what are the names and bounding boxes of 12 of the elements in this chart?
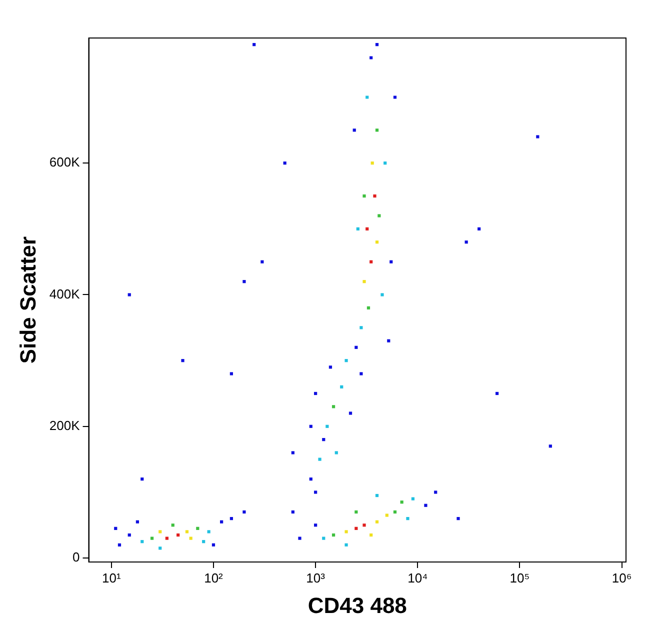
- x-tick-label: 10⁶: [612, 570, 632, 586]
- x-tick-label: 10¹: [102, 570, 122, 586]
- y-tick-label: 600K: [49, 154, 80, 170]
- x-tick-label: 10³: [306, 570, 326, 586]
- x-tick-label: 10²: [204, 570, 224, 586]
- x-tick-label: 10⁵: [510, 570, 530, 586]
- x-axis-title: CD43 488: [308, 592, 407, 618]
- x-tick-label: 10⁴: [408, 570, 428, 586]
- y-axis-title: Side Scatter: [15, 236, 40, 364]
- y-tick-label: 400K: [49, 286, 80, 302]
- y-tick-label: 0: [72, 550, 80, 565]
- y-tick-label: 200K: [49, 418, 80, 433]
